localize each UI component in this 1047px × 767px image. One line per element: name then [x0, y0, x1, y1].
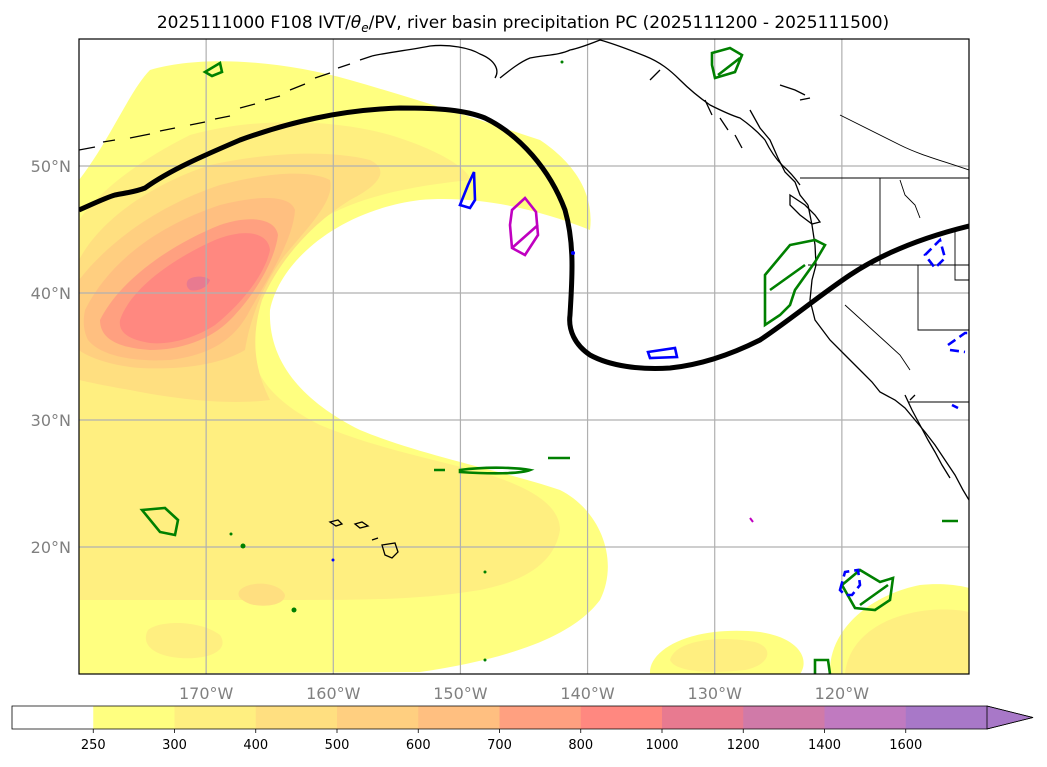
longitude-labels: 170°W 160°W 150°W 140°W 130°W 120°W [179, 684, 869, 703]
colorbar-segment [12, 706, 94, 729]
longitude-label: 150°W [433, 684, 488, 703]
longitude-label: 130°W [688, 684, 743, 703]
colorbar-label: 500 [325, 738, 350, 753]
pv-contour-green [202, 60, 224, 78]
pv-contour-blue [838, 568, 862, 597]
latitude-label: 30°N [31, 411, 71, 430]
longitude-label: 140°W [560, 684, 615, 703]
latitude-label: 40°N [31, 284, 71, 303]
thetae-contour [79, 105, 969, 371]
pv-contour-magenta [508, 196, 540, 257]
ivt-shading [79, 61, 969, 674]
ivt-contour-1000 [186, 276, 210, 291]
latitude-labels: 50°N 40°N 30°N 20°N [31, 157, 71, 557]
pv-contour-blue [951, 403, 959, 410]
colorbar-segment [662, 706, 744, 729]
colorbar-label: 300 [162, 738, 187, 753]
colorbar-label: 700 [487, 738, 512, 753]
ivt-contour-300-east [670, 639, 768, 672]
pv-contour-magenta [749, 517, 754, 523]
colorbar-label: 400 [243, 738, 268, 753]
ivt-contour-300-east2 [845, 609, 969, 674]
pv-contour-blue [923, 237, 969, 354]
pv-contour-green [813, 519, 958, 674]
colorbar [11, 705, 1034, 730]
colorbar-segment [337, 706, 419, 729]
pv-contour-green [710, 46, 744, 80]
colorbar-label: 1200 [727, 738, 760, 753]
colorbar-outline [11, 705, 1034, 730]
colorbar-segment [743, 706, 825, 729]
coastlines [79, 39, 969, 559]
longitude-label: 170°W [179, 684, 234, 703]
colorbar-label: 1000 [645, 738, 678, 753]
colorbar-segment [905, 706, 988, 729]
political-borders [800, 114, 969, 403]
colorbar-segment [174, 706, 257, 729]
pv-contour-blue [458, 171, 477, 210]
longitude-label: 120°W [815, 684, 870, 703]
colorbar-label: 600 [406, 738, 431, 753]
colorbar-segment [824, 706, 907, 729]
colorbar-labels: 250 300 400 500 600 700 800 1000 1200 1400 1600 [81, 729, 922, 753]
colorbar-label: 250 [81, 738, 106, 753]
map-frame [78, 38, 970, 675]
colorbar-segment [418, 706, 500, 729]
ivt-contour-300-south [145, 623, 223, 659]
pv-contour-green [139, 506, 180, 537]
map-panel [79, 39, 969, 674]
colorbar-segment [499, 706, 582, 729]
ivt-contour-400-south [238, 583, 285, 606]
pv-small-marks [229, 60, 564, 662]
colorbar-segment [580, 706, 663, 729]
colorbar-extend-arrow [986, 705, 1034, 730]
pv-contour-green [763, 238, 827, 328]
pv-contour-green [434, 456, 570, 475]
colorbar-label: 800 [568, 738, 593, 753]
colorbar-segment [93, 706, 175, 729]
figure-title: 2025111000 F108 IVT/θe/PV, river basin p… [157, 13, 889, 35]
pv-contour-green [840, 568, 895, 612]
longitude-label: 160°W [306, 684, 361, 703]
colorbar-segment [255, 706, 338, 729]
pv-contours [139, 46, 969, 674]
colorbar-label: 1600 [889, 738, 922, 753]
colorbar-label: 1400 [808, 738, 841, 753]
latitude-label: 20°N [31, 538, 71, 557]
latitude-label: 50°N [31, 157, 71, 176]
pv-contour-blue [646, 346, 679, 360]
